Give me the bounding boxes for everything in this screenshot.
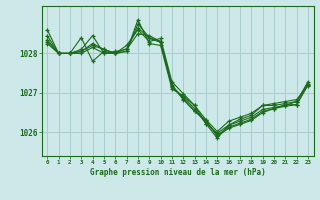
X-axis label: Graphe pression niveau de la mer (hPa): Graphe pression niveau de la mer (hPa) — [90, 168, 266, 177]
